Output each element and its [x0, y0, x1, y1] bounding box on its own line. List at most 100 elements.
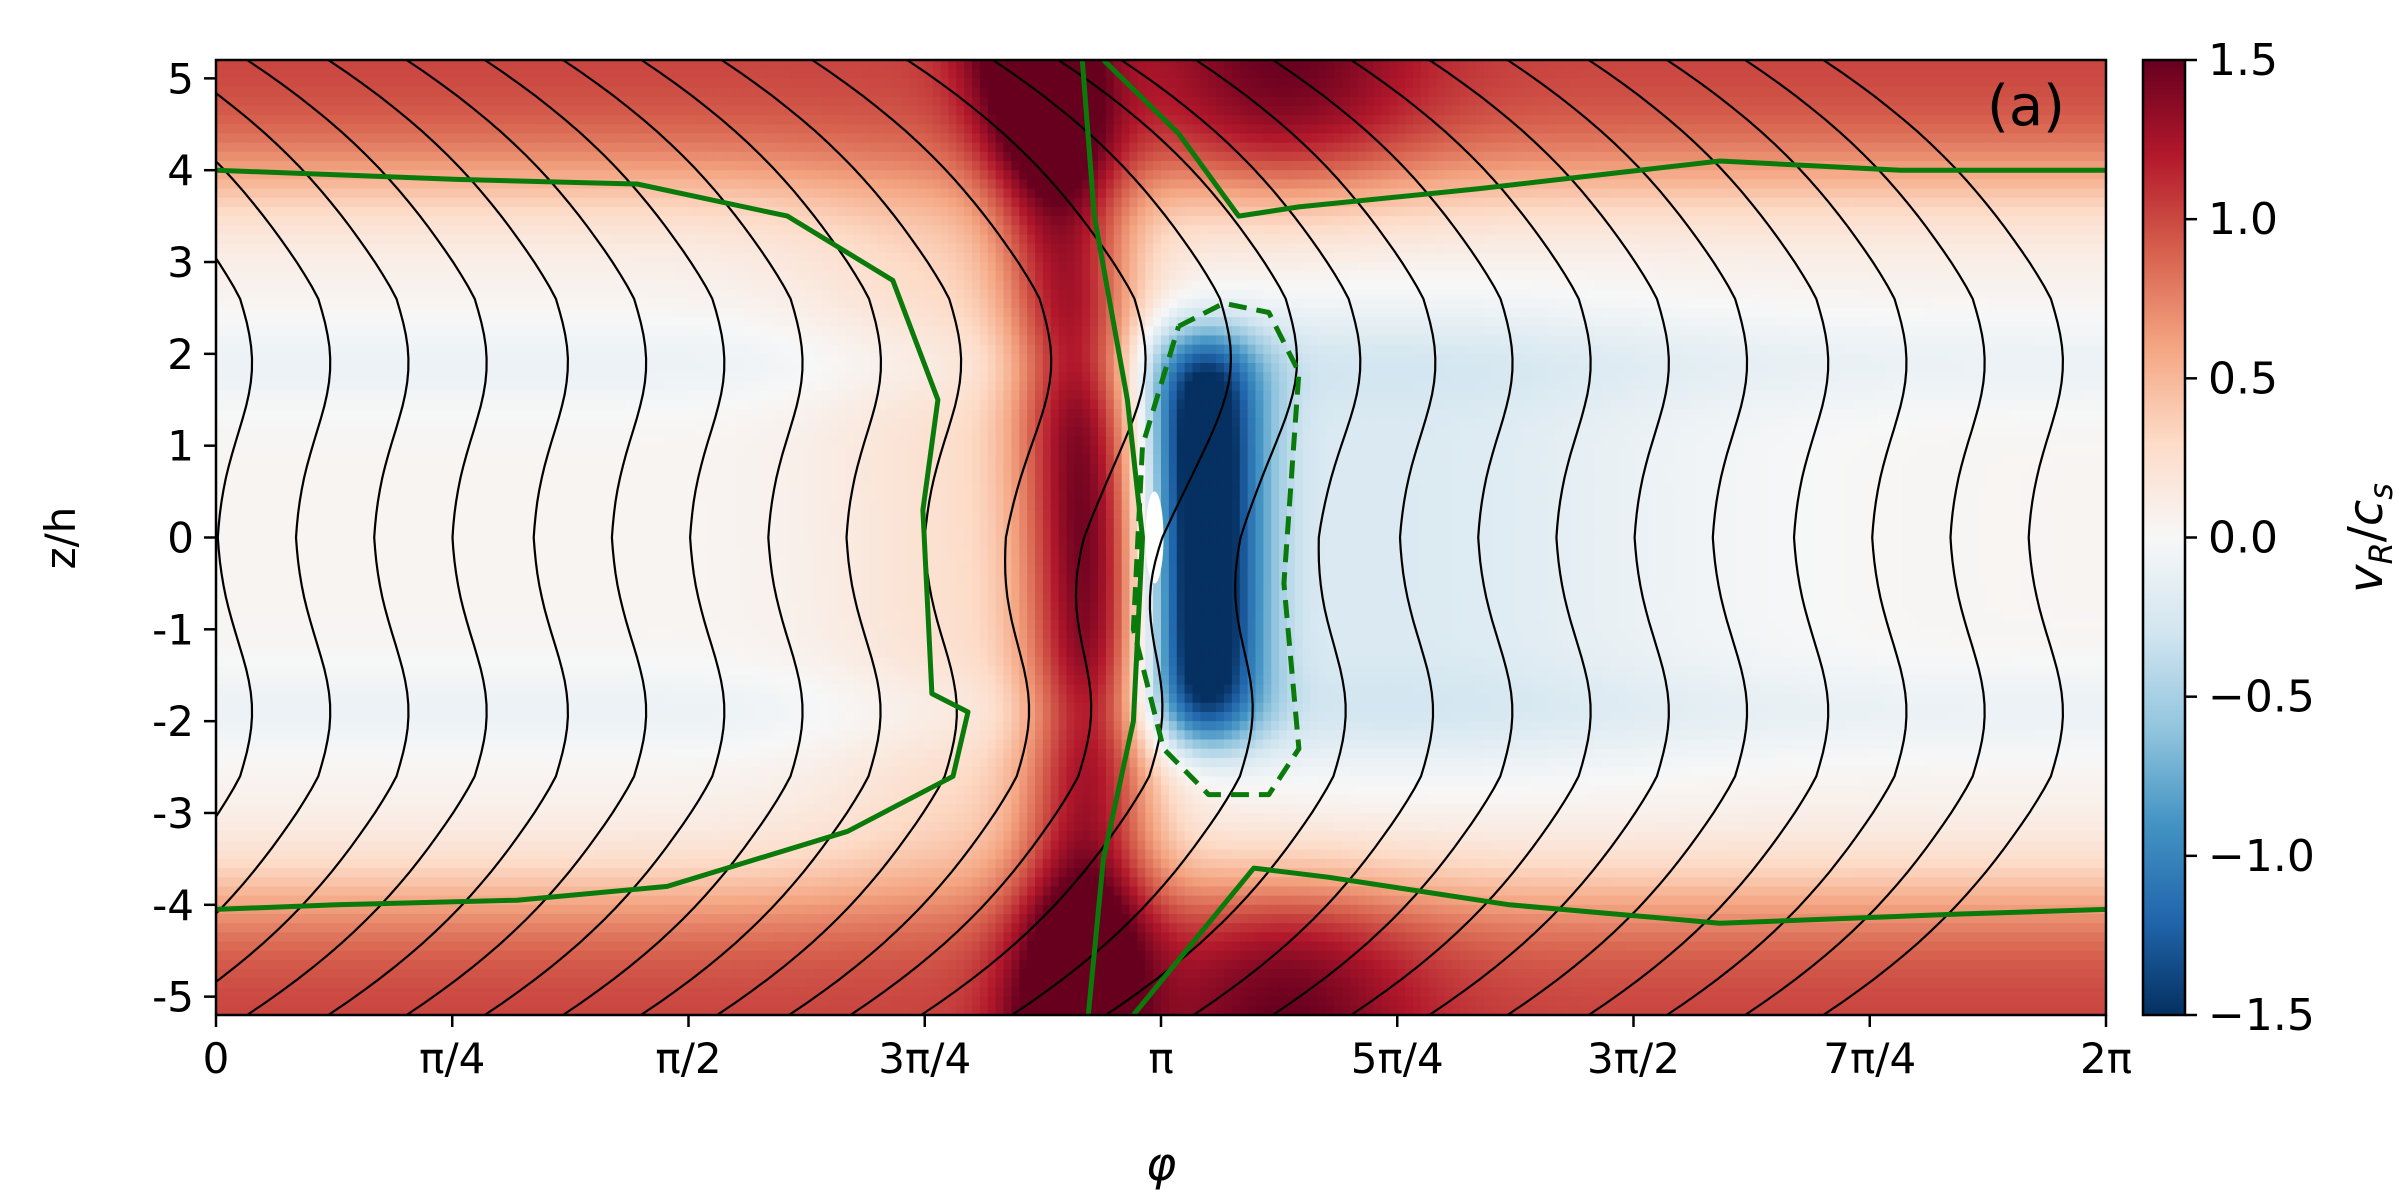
heatmap-cell: [318, 207, 326, 217]
heatmap-cell: [704, 207, 712, 217]
heatmap-cell: [578, 161, 586, 171]
heatmap-cell: [287, 198, 295, 208]
heatmap-cell: [295, 78, 303, 88]
heatmap-cell: [1004, 225, 1012, 235]
heatmap-cell: [665, 124, 673, 134]
heatmap-cell: [421, 97, 429, 107]
heatmap-cell: [1933, 216, 1941, 226]
heatmap-cell: [618, 198, 626, 208]
heatmap-cell: [1437, 143, 1445, 153]
heatmap-cell: [421, 207, 429, 217]
heatmap-cell: [1586, 97, 1594, 107]
heatmap-cell: [799, 69, 807, 79]
heatmap-cell: [271, 161, 279, 171]
heatmap-cell: [1878, 207, 1886, 217]
heatmap-cell: [846, 179, 854, 189]
heatmap-cell: [366, 133, 374, 143]
heatmap-cell: [2027, 225, 2035, 235]
heatmap-cell: [1311, 216, 1319, 226]
heatmap-cell: [641, 234, 649, 244]
heatmap-cell: [1279, 69, 1287, 79]
heatmap-cell: [1578, 69, 1586, 79]
heatmap-cell: [980, 234, 988, 244]
heatmap-cell: [1279, 161, 1287, 171]
heatmap-cell: [980, 189, 988, 199]
heatmap-cell: [500, 234, 508, 244]
heatmap-cell: [1177, 216, 1185, 226]
heatmap-cell: [318, 124, 326, 134]
heatmap-cell: [1350, 133, 1358, 143]
heatmap-cell: [374, 124, 382, 134]
heatmap-cell: [996, 152, 1004, 162]
heatmap-cell: [452, 225, 460, 235]
heatmap-cell: [444, 115, 452, 125]
heatmap-cell: [1626, 97, 1634, 107]
heatmap-cell: [657, 88, 665, 98]
heatmap-cell: [492, 244, 500, 254]
heatmap-cell: [279, 88, 287, 98]
heatmap-cell: [830, 216, 838, 226]
heatmap-cell: [1571, 244, 1579, 254]
heatmap-cell: [381, 234, 389, 244]
heatmap-cell: [405, 106, 413, 116]
heatmap-cell: [1783, 170, 1791, 180]
heatmap-cell: [822, 78, 830, 88]
heatmap-cell: [1295, 179, 1303, 189]
heatmap-cell: [681, 115, 689, 125]
heatmap-cell: [1374, 161, 1382, 171]
heatmap-cell: [1697, 152, 1705, 162]
heatmap-cell: [350, 161, 358, 171]
heatmap-cell: [807, 88, 815, 98]
heatmap-cell: [350, 152, 358, 162]
heatmap-cell: [822, 189, 830, 199]
heatmap-cell: [2019, 60, 2027, 70]
heatmap-cell: [2067, 88, 2075, 98]
heatmap-cell: [1460, 69, 1468, 79]
heatmap-cell: [484, 106, 492, 116]
heatmap-cell: [381, 207, 389, 217]
heatmap-cell: [1059, 207, 1067, 217]
heatmap-cell: [555, 170, 563, 180]
heatmap-cell: [1728, 244, 1736, 254]
heatmap-cell: [1555, 189, 1563, 199]
heatmap-cell: [547, 133, 555, 143]
heatmap-cell: [1571, 225, 1579, 235]
heatmap-cell: [1539, 207, 1547, 217]
heatmap-cell: [854, 115, 862, 125]
heatmap-cell: [1626, 225, 1634, 235]
heatmap-cell: [712, 152, 720, 162]
heatmap-cell: [1248, 106, 1256, 116]
heatmap-cell: [468, 133, 476, 143]
heatmap-cell: [1311, 97, 1319, 107]
heatmap-cell: [405, 225, 413, 235]
heatmap-cell: [263, 152, 271, 162]
heatmap-cell: [1389, 97, 1397, 107]
heatmap-cell: [1429, 225, 1437, 235]
heatmap-cell: [413, 179, 421, 189]
heatmap-cell: [1964, 152, 1972, 162]
heatmap-cell: [1933, 78, 1941, 88]
heatmap-cell: [1405, 69, 1413, 79]
heatmap-cell: [618, 133, 626, 143]
heatmap-cell: [783, 115, 791, 125]
heatmap-cell: [909, 216, 917, 226]
heatmap-cell: [1319, 124, 1327, 134]
heatmap-cell: [996, 97, 1004, 107]
heatmap-cell: [263, 198, 271, 208]
heatmap-cell: [460, 133, 468, 143]
heatmap-cell: [500, 88, 508, 98]
heatmap-cell: [255, 106, 263, 116]
heatmap-cell: [240, 60, 248, 70]
heatmap-cell: [1027, 97, 1035, 107]
heatmap-cell: [1760, 170, 1768, 180]
heatmap-cell: [2059, 179, 2067, 189]
heatmap-cell: [555, 161, 563, 171]
heatmap-cell: [500, 189, 508, 199]
heatmap-cell: [689, 207, 697, 217]
heatmap-cell: [326, 97, 334, 107]
heatmap-cell: [610, 133, 618, 143]
heatmap-cell: [1799, 225, 1807, 235]
heatmap-cell: [1043, 60, 1051, 70]
heatmap-cell: [1634, 133, 1642, 143]
heatmap-cell: [468, 143, 476, 153]
